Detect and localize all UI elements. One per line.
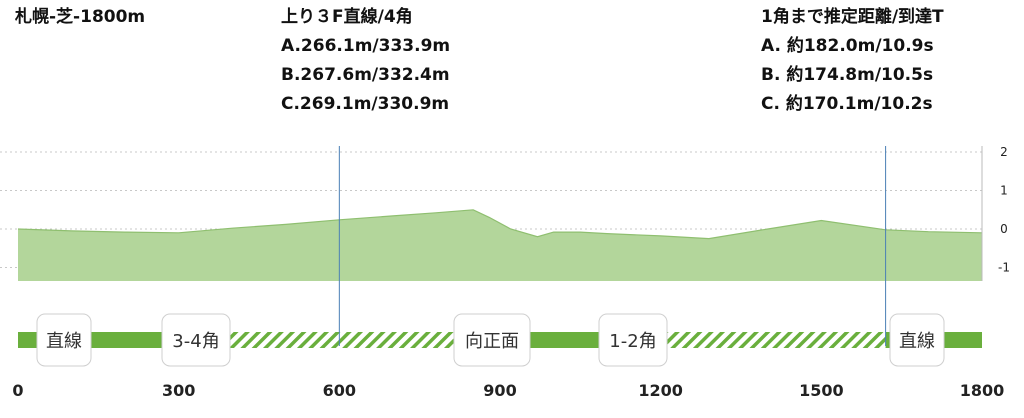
- course-title-text: 札幌-芝-1800m: [15, 7, 146, 27]
- curve-segment: [167, 332, 474, 348]
- segment-label-bg: [453, 313, 531, 367]
- segment-label-bg: [161, 313, 231, 367]
- segment-label-box: 3-4角: [161, 313, 231, 367]
- segment-label-bg: [889, 313, 945, 367]
- segment-label: 直線: [899, 331, 935, 352]
- segment-label-box: 1-2角: [598, 313, 668, 367]
- x-tick-label: 600: [323, 381, 356, 400]
- course-title: 札幌-芝-1800m: [15, 3, 145, 32]
- y-tick-label: 1: [1000, 184, 1008, 198]
- first-corner-line-a: A. 約182.0m/10.9s: [761, 36, 934, 56]
- first-corner-info: 1角まで推定距離/到達T A. 約182.0m/10.9s B. 約174.8m…: [761, 3, 944, 119]
- last-3f-line-c: C.269.1m/330.9m: [281, 94, 450, 114]
- last-3f-line-b: B.267.6m/332.4m: [281, 65, 450, 85]
- segment-label: 3-4角: [172, 331, 219, 352]
- y-tick-label: 0: [1000, 222, 1008, 236]
- segment-label-bg: [36, 313, 92, 367]
- segment-label-box: 直線: [36, 313, 92, 367]
- segment-label-box: 直線: [889, 313, 945, 367]
- segment-label: 直線: [46, 331, 82, 352]
- elevation-line: [17, 209, 983, 240]
- y-tick-label: 2: [1000, 145, 1008, 159]
- first-corner-header: 1角まで推定距離/到達T: [761, 7, 944, 27]
- x-tick-label: 300: [162, 381, 195, 400]
- y-tick-label: -1: [998, 261, 1010, 275]
- segment-label: 1-2角: [609, 331, 656, 352]
- first-corner-line-b: B. 約174.8m/10.5s: [761, 65, 934, 85]
- segment-label: 向正面: [465, 331, 519, 352]
- x-tick-label: 1800: [960, 381, 1005, 400]
- first-corner-line-c: C. 約170.1m/10.2s: [761, 94, 933, 114]
- last-3f-info: 上り３F直線/4角 A.266.1m/333.9m B.267.6m/332.4…: [281, 3, 450, 119]
- elevation-area: [18, 209, 982, 281]
- x-tick-label: 1200: [638, 381, 683, 400]
- last-3f-line-a: A.266.1m/333.9m: [281, 36, 451, 56]
- x-tick-label: 0: [12, 381, 23, 400]
- curve-segment: [617, 332, 886, 348]
- last-3f-header: 上り３F直線/4角: [281, 7, 413, 27]
- segment-label-box: 向正面: [453, 313, 531, 367]
- x-tick-label: 1500: [799, 381, 844, 400]
- x-tick-label: 900: [483, 381, 516, 400]
- segment-label-bg: [598, 313, 668, 367]
